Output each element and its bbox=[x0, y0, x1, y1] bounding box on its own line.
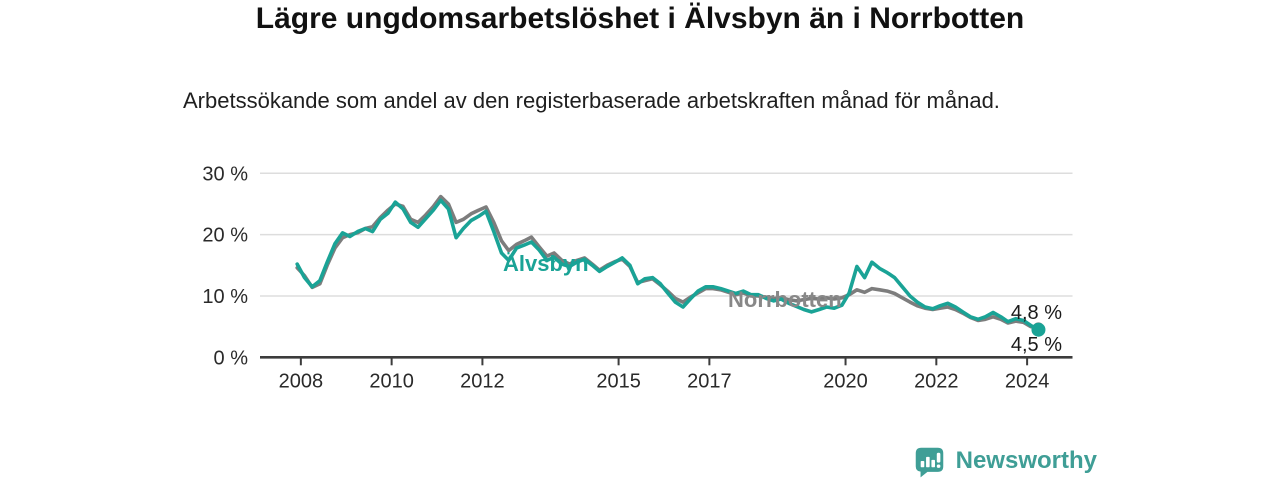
end-value-label-norrbotten: 4,8 % bbox=[1011, 302, 1062, 324]
end-dot-alvsbyn bbox=[1031, 322, 1046, 337]
y-tick-label: 20 % bbox=[202, 225, 248, 247]
series-line-lvsbyn bbox=[295, 198, 1041, 332]
bar-chart-icon bbox=[915, 447, 943, 477]
brand-name: Newsworthy bbox=[955, 447, 1097, 474]
series-label-norrbotten: Norrbotten bbox=[728, 287, 842, 312]
end-value-label-alvsbyn: 4,5 % bbox=[1011, 334, 1062, 356]
x-tick-label: 2017 bbox=[687, 370, 732, 392]
page-title: Lägre ungdomsarbetslöshet i Älvsbyn än i… bbox=[255, 2, 1025, 35]
x-tick-label: 2022 bbox=[914, 370, 959, 392]
x-tick-label: 2008 bbox=[279, 370, 324, 392]
y-tick-label: 30 % bbox=[202, 163, 248, 185]
y-tick-label: 10 % bbox=[202, 286, 248, 308]
x-tick-label: 2010 bbox=[369, 370, 414, 392]
x-tick-label: 2015 bbox=[596, 370, 641, 392]
x-tick-label: 2024 bbox=[1005, 370, 1050, 392]
page-subtitle: Arbetssökande som andel av den registerb… bbox=[183, 88, 1000, 113]
newsworthy-logo: Newsworthy bbox=[913, 444, 1097, 478]
x-tick-label: 2020 bbox=[823, 370, 868, 392]
x-tick-label: 2012 bbox=[460, 370, 505, 392]
series-label-alvsbyn: Älvsbyn bbox=[503, 251, 589, 276]
y-tick-label: 0 % bbox=[214, 347, 249, 369]
